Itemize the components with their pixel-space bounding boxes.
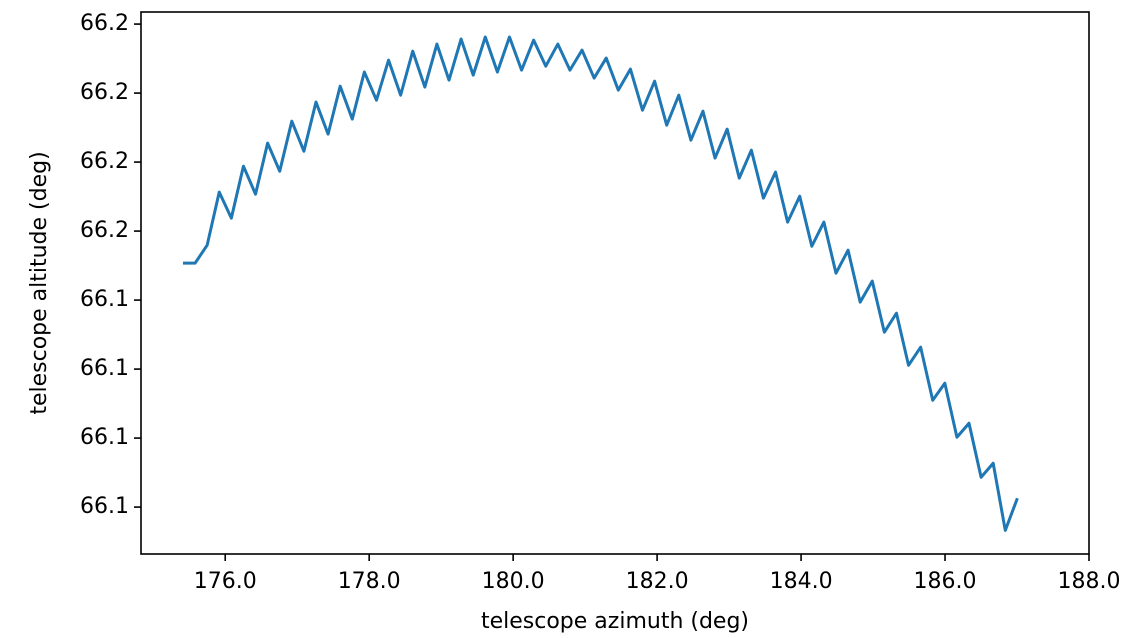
y-tick-label: 66.2 (80, 80, 129, 105)
line (182, 35, 1019, 532)
x-tick-label: 176.0 (194, 569, 257, 594)
x-tick-label: 182.0 (626, 569, 689, 594)
y-tick-label: 66.1 (80, 494, 129, 519)
x-tick-label: 186.0 (914, 569, 977, 594)
y-tick-label: 66.2 (80, 149, 129, 174)
x-tick-label: 180.0 (482, 569, 545, 594)
plot-frame (140, 11, 1090, 555)
x-tick-label: 184.0 (770, 569, 833, 594)
y-tick-label: 66.1 (80, 287, 129, 312)
y-axis-label: telescope altitude (deg) (27, 151, 52, 414)
x-tick-label: 178.0 (338, 569, 401, 594)
y-tick-label: 66.1 (80, 425, 129, 450)
y-tick-label: 66.1 (80, 356, 129, 381)
y-tick-label: 66.2 (80, 218, 129, 243)
x-axis-label: telescope azimuth (deg) (481, 609, 749, 634)
y-tick-label: 66.2 (80, 11, 129, 36)
x-tick-label: 188.0 (1058, 569, 1121, 594)
